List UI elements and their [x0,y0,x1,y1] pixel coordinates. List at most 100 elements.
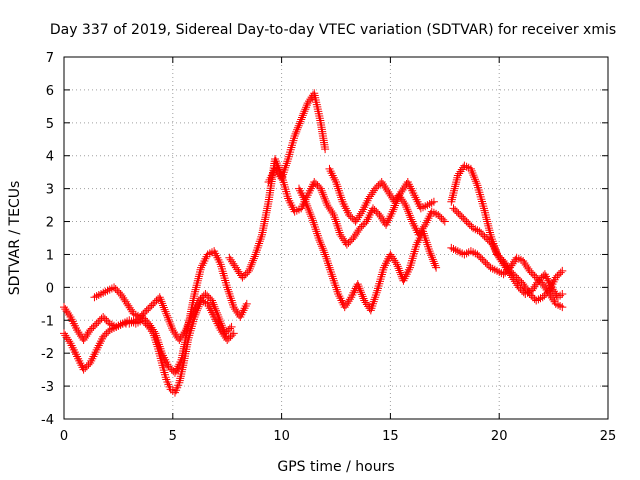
trace-markers [392,189,404,204]
data-point [416,204,425,213]
trace-markers [317,121,329,151]
data-point [86,359,95,368]
trace-markers [370,206,382,218]
trace-markers [363,206,376,224]
data-point [251,250,260,259]
trace-markers [94,314,106,326]
data-point [164,362,173,371]
y-tick-label: -3 [41,380,54,395]
trace-markers [203,291,215,303]
trace-markers [451,206,463,218]
x-axis-title: GPS time / hours [277,459,394,475]
trace-markers [159,351,172,369]
trace-markers [406,242,420,270]
trace-markers [374,265,388,293]
data-point [290,207,299,216]
data-point [534,276,543,285]
trace-markers [315,236,329,257]
trace-markers [172,381,183,395]
chart-title: Day 337 of 2019, Sidereal Day-to-day VTE… [50,22,616,38]
series-track-7 [447,161,567,305]
trace-markers [223,285,237,309]
trace-markers [107,324,118,333]
trace-markers [311,179,324,191]
data-point [403,178,412,187]
y-tick-label: 4 [46,150,54,165]
trace-markers [131,310,142,320]
trace-markers [553,268,565,280]
trace-markers [158,361,170,382]
trace-markers [124,301,137,316]
trace-markers [328,272,342,296]
trace-markers [61,305,74,319]
data-point [86,326,95,335]
data-point [408,217,417,226]
trace-markers [495,268,506,278]
trace-markers [87,321,99,333]
trace-markers [342,295,354,310]
trace-markers [480,206,494,237]
trace-markers [449,245,460,255]
trace-markers [542,272,555,290]
data-point [342,240,351,249]
trace-markers [514,275,526,287]
trace-markers [222,324,234,336]
data-point [201,289,210,298]
trace-markers [339,200,352,217]
trace-markers [211,249,224,267]
trace-markers [278,157,292,181]
trace-markers [74,354,87,372]
trace-markers [196,291,208,303]
trace-markers [163,311,176,333]
data-point [456,210,465,219]
trace-markers [467,166,481,188]
data-point [99,312,108,321]
trace-markers [422,209,435,227]
trace-markers [140,314,152,326]
x-tick-label: 10 [273,429,290,444]
trace-markers [372,179,385,191]
trace-markers [163,378,174,391]
y-axis-title: SDTVAR / TECUs [7,181,23,296]
trace-markers [258,200,273,237]
trace-markers [350,226,363,240]
trace-markers [477,229,489,241]
data-point [223,336,232,345]
trace-markers [204,302,218,319]
trace-markers [344,235,356,247]
data-point [538,293,547,302]
trace-markers [87,348,100,365]
trace-markers [488,264,499,274]
data-point [214,312,223,321]
trace-markers [474,183,488,211]
x-tick-labels: 0 5 10 15 20 25 [60,429,616,444]
trace-markers [332,180,346,204]
series-track-9 [449,204,567,302]
data-point [181,326,190,335]
trace-markers [99,287,110,297]
axis-ticks [63,56,609,420]
x-tick-label: 15 [382,429,399,444]
trace-markers [330,213,344,237]
trace-markers [507,268,519,280]
trace-markers [166,364,178,376]
trace-markers [462,248,473,258]
trace-markers [292,205,303,215]
data-point [271,155,280,164]
data-point [558,303,567,312]
data-point [525,266,534,275]
trace-markers [529,278,542,293]
data-point [79,365,88,374]
trace-markers [321,252,335,276]
trace-markers [191,265,205,296]
trace-markers [546,291,559,306]
trace-markers [205,248,216,258]
trace-markers [464,219,476,231]
x-tick-label: 0 [60,429,68,444]
data-point [290,131,299,140]
trace-markers [237,302,250,319]
trace-markers [447,173,462,204]
data-point [136,312,145,321]
data-point [92,319,101,328]
